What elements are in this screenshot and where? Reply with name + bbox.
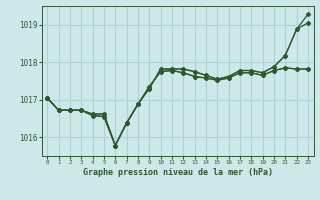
- X-axis label: Graphe pression niveau de la mer (hPa): Graphe pression niveau de la mer (hPa): [83, 168, 273, 177]
